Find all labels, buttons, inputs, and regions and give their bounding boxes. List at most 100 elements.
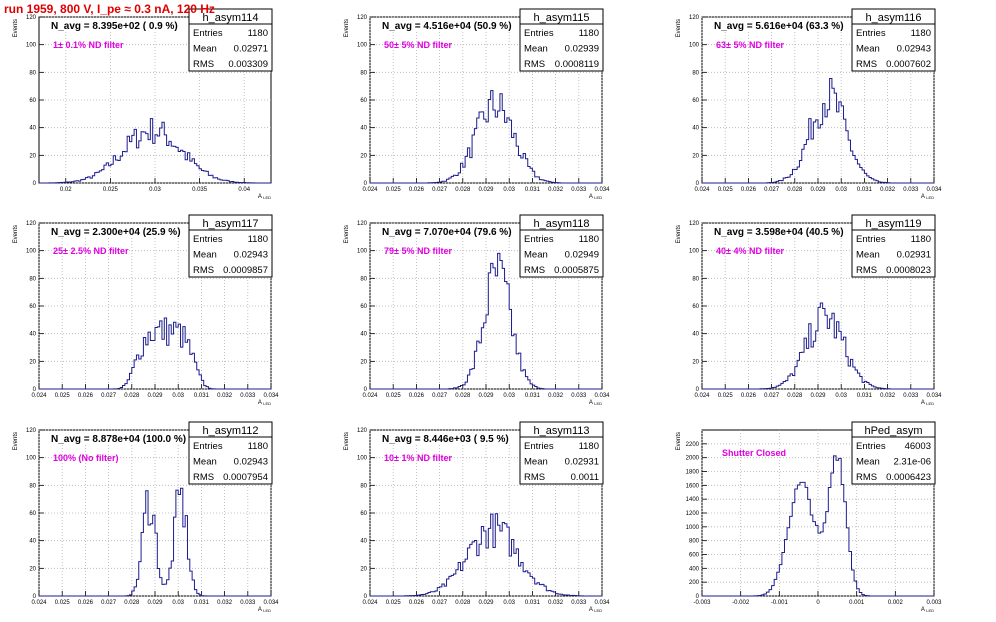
y-axis-label: Events [13,19,19,37]
y-tick-label: 100 [26,456,37,462]
filter-label: 50± 5% ND filter [384,40,452,50]
histogram-line [702,78,934,184]
stats-box [851,421,936,485]
x-tick-label: 0.024 [362,600,378,606]
filter-label: 79± 5% ND filter [384,246,452,256]
histogram-line [702,302,934,390]
x-tick-label: 0.025 [55,393,71,399]
y-tick-label: 40 [692,126,699,132]
y-tick-label: 40 [29,539,36,545]
stats-rms-value: 0.0007602 [886,59,931,70]
y-tick-label: 60 [29,304,36,310]
stats-entries-value: 1180 [579,28,599,39]
x-tick-label: 0.029 [478,600,494,606]
stats-rms-label: RMS [856,472,877,483]
x-tick-label: 0.025 [55,600,71,606]
histogram-line [702,455,934,597]
histogram-panel: 0.024 0.025 0.026 0.027 0.028 0.029 0.03 0.031 0… [344,421,610,613]
x-tick-label: 0.034 [594,600,610,606]
y-tick-label: 60 [360,304,367,310]
y-tick-label: 80 [29,276,36,282]
x-tick-label: 0.032 [548,187,564,193]
x-tick-label: 0.033 [240,393,256,399]
y-tick-label: 120 [357,221,368,227]
stats-rms-label: RMS [193,59,214,70]
x-axis-label: A LED [258,194,271,200]
x-tick-label: 0.025 [103,187,119,193]
x-tick-label: 0.024 [31,600,47,606]
navg-label: N_avg = 8.878e+04 (100.0 %) [51,434,186,445]
x-tick-label: 0.032 [548,600,564,606]
y-tick-label: 0 [33,181,37,187]
x-tick-label: 0.025 [386,600,402,606]
x-tick-label: 0.024 [31,393,47,399]
y-tick-label: 0 [33,387,37,393]
x-tick-label: 0.029 [810,187,826,193]
x-tick-label: -0.003 [693,600,711,606]
y-tick-label: 60 [29,511,36,517]
x-tick-label: 0.029 [478,393,494,399]
histogram-panel: 0.024 0.025 0.026 0.027 0.028 0.029 0.03 0.031 0… [344,214,610,406]
y-tick-label: 20 [29,153,36,159]
x-tick-label: 0.026 [409,600,425,606]
x-axis-label: A LED [921,194,934,200]
x-tick-label: 0.031 [194,600,210,606]
y-tick-label: 600 [689,553,700,559]
x-axis-label: A LED [589,607,602,613]
x-tick-label: 0.035 [192,187,208,193]
x-tick-label: 0.028 [455,600,471,606]
y-axis-label: Events [344,432,350,450]
y-tick-label: 1600 [686,483,700,489]
x-tick-label: 0.027 [101,600,117,606]
y-tick-label: 20 [360,153,367,159]
x-tick-label: 0.027 [432,393,448,399]
y-axis-label: Events [13,225,19,243]
y-axis-label: Events [676,225,682,243]
y-tick-label: 20 [692,359,699,365]
x-tick-label: 0.032 [217,393,233,399]
y-tick-label: 1800 [686,470,700,476]
histogram-name: h_asym118 [533,218,589,230]
navg-box [703,224,881,238]
y-tick-label: 100 [357,456,368,462]
y-tick-label: 1200 [686,511,700,517]
stats-mean-label: Mean [193,250,217,261]
x-tick-label: 0.028 [787,187,803,193]
x-tick-label: 0.03 [503,600,515,606]
histogram-name: h_asym116 [865,12,921,24]
x-tick-label: 0.034 [926,393,942,399]
x-tick-label: 0.027 [432,187,448,193]
y-tick-label: 60 [692,304,699,310]
stats-box [851,8,936,72]
y-tick-label: 120 [689,15,700,21]
stats-entries-value: 46003 [905,441,931,452]
y-tick-label: 400 [689,566,700,572]
stats-rms-value: 0.003309 [228,59,268,70]
stats-rms-value: 0.0011 [571,472,599,483]
y-tick-label: 40 [360,126,367,132]
x-tick-label: 0.03 [835,393,847,399]
y-axis-label: Events [676,432,682,450]
x-tick-label: 0.033 [903,393,919,399]
x-tick-label: 0.034 [263,600,279,606]
y-tick-label: 120 [357,15,368,21]
histogram-name: h_asym119 [865,218,921,230]
histogram-line [39,487,271,597]
histogram-name: h_asym117 [202,218,258,230]
stats-mean-label: Mean [193,457,217,468]
histogram-name: h_asym112 [202,425,258,437]
stats-entries-value: 1180 [248,234,268,245]
x-tick-label: -0.002 [732,600,750,606]
y-tick-label: 80 [360,70,367,76]
y-tick-label: 100 [357,43,368,49]
x-tick-label: 0.034 [926,187,942,193]
x-axis-label: A LED [921,400,934,406]
x-tick-label: 0.026 [409,187,425,193]
y-tick-label: 80 [692,276,699,282]
x-axis-label: A LED [258,400,271,406]
navg-label: N_avg = 7.070e+04 (79.6 %) [382,227,512,238]
stats-rms-label: RMS [193,265,214,276]
stats-mean-value: 0.02971 [234,44,268,55]
x-tick-label: 0.028 [455,393,471,399]
